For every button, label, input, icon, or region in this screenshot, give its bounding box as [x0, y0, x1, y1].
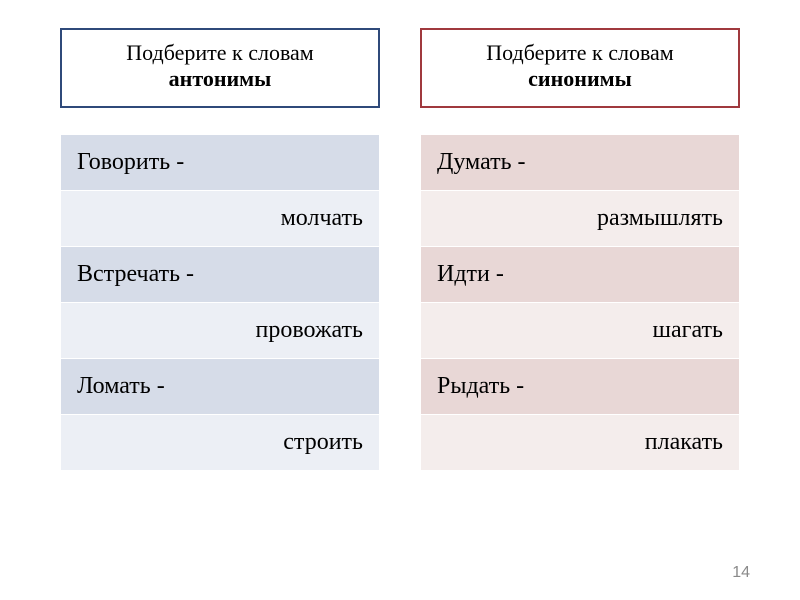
synonyms-word: Рыдать -	[421, 359, 740, 415]
synonyms-header-line2: синонимы	[428, 66, 732, 92]
page-number: 14	[732, 564, 750, 582]
antonyms-table: Говорить - молчать Встречать - провожать…	[60, 134, 380, 471]
antonyms-header-line2: антонимы	[68, 66, 372, 92]
antonyms-header: Подберите к словам антонимы	[60, 28, 380, 108]
antonyms-word: Говорить -	[61, 135, 380, 191]
synonyms-answer: размышлять	[421, 191, 740, 247]
antonyms-header-line1: Подберите к словам	[68, 40, 372, 66]
synonyms-column: Подберите к словам синонимы Думать - раз…	[420, 28, 740, 471]
synonyms-header-line1: Подберите к словам	[428, 40, 732, 66]
synonyms-answer: шагать	[421, 303, 740, 359]
antonyms-column: Подберите к словам антонимы Говорить - м…	[60, 28, 380, 471]
antonyms-word: Ломать -	[61, 359, 380, 415]
synonyms-header: Подберите к словам синонимы	[420, 28, 740, 108]
synonyms-word: Думать -	[421, 135, 740, 191]
synonyms-answer: плакать	[421, 415, 740, 471]
antonyms-word: Встречать -	[61, 247, 380, 303]
antonyms-answer: строить	[61, 415, 380, 471]
antonyms-answer: провожать	[61, 303, 380, 359]
synonyms-word: Идти -	[421, 247, 740, 303]
synonyms-table: Думать - размышлять Идти - шагать Рыдать…	[420, 134, 740, 471]
antonyms-answer: молчать	[61, 191, 380, 247]
